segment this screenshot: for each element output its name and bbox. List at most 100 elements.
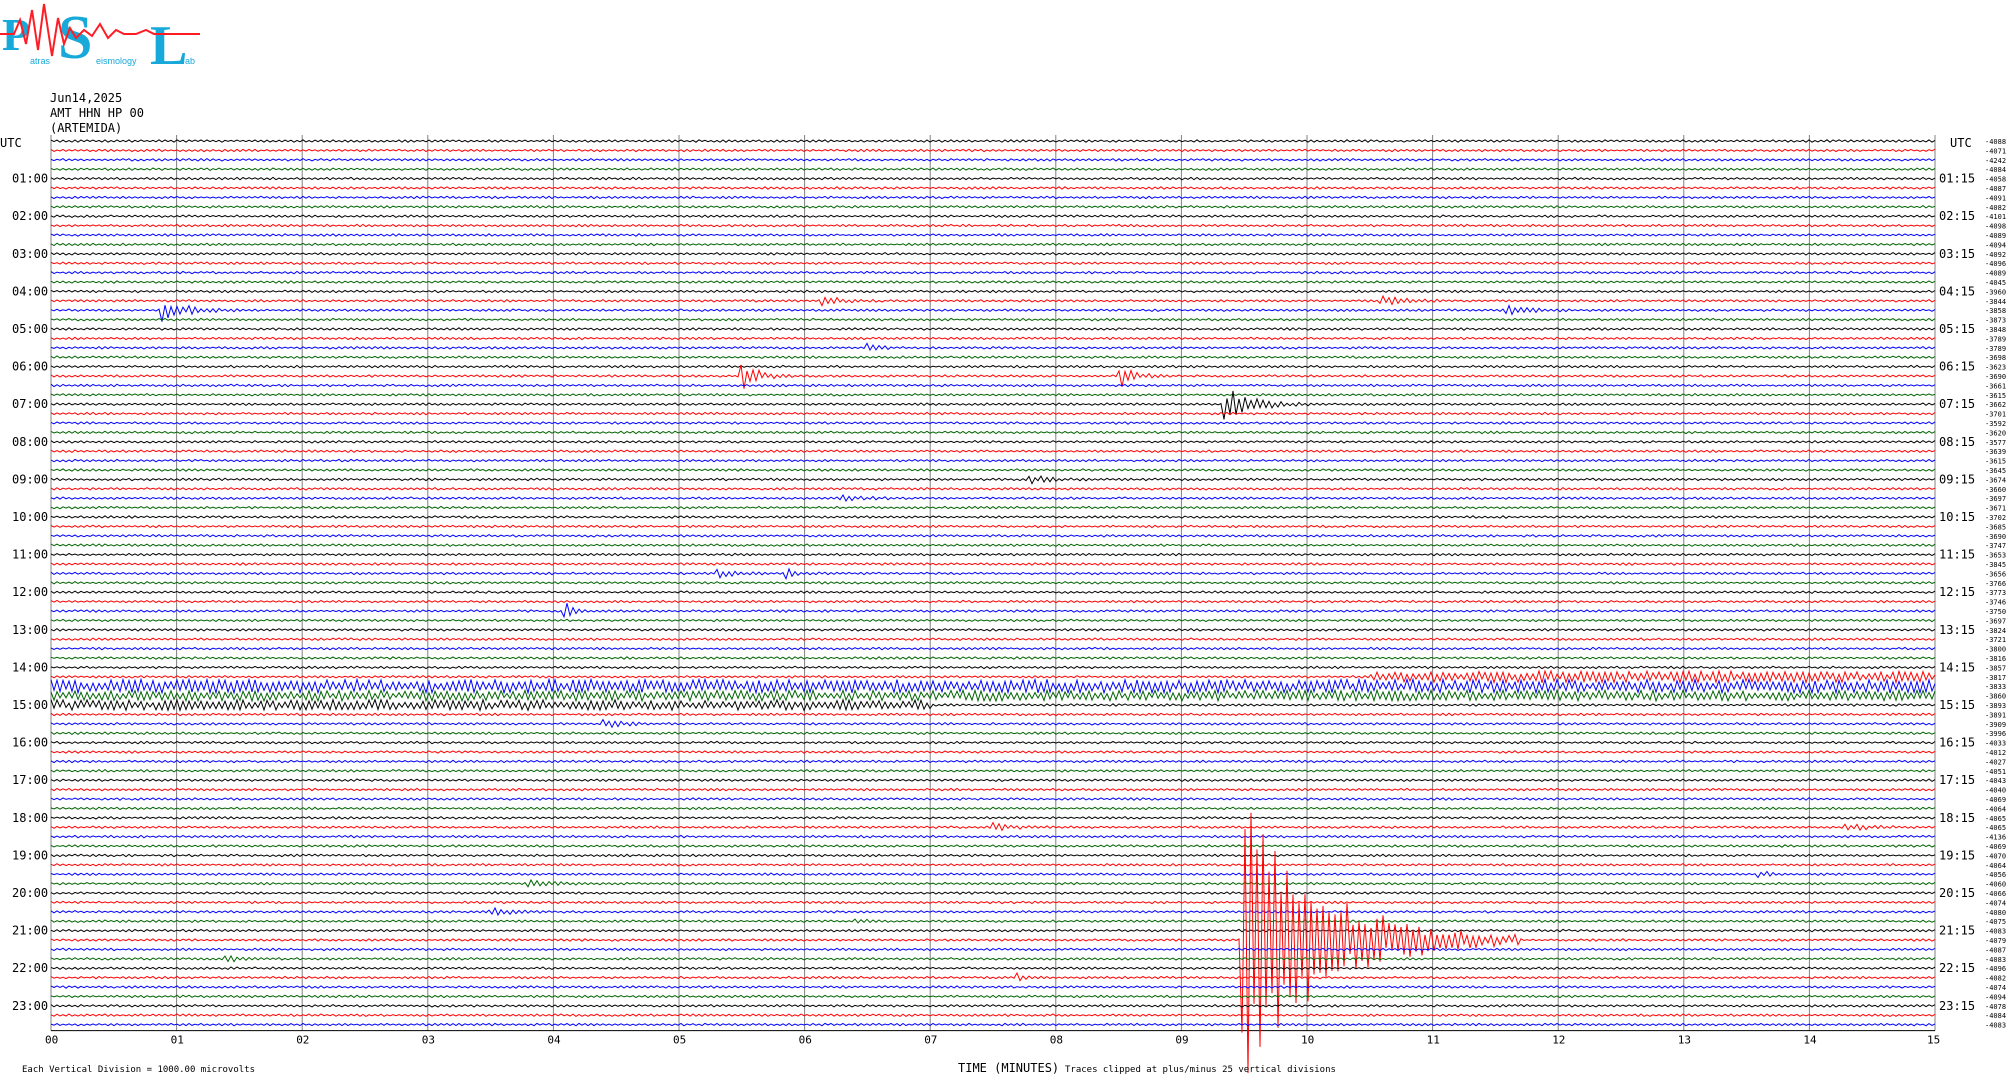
seismic-trace — [50, 304, 1936, 322]
trace-offset-label: -3824 — [1985, 627, 2006, 635]
seismic-trace — [50, 562, 1936, 566]
hour-label-right: 15:15 — [1939, 698, 1975, 712]
trace-offset-label: -4058 — [1985, 176, 2006, 184]
trace-offset-label: -3747 — [1985, 542, 2006, 550]
hour-labels-left: 01:00 02:00 03:00 04:00 05:00 06:00 07:00 08:00… — [12, 172, 48, 1013]
hour-label-left: 22:00 — [12, 961, 48, 975]
trace-offset-label: -3620 — [1985, 429, 2006, 437]
seismic-trace — [50, 261, 1936, 266]
seismic-trace — [50, 731, 1936, 736]
seismic-trace — [50, 985, 1936, 989]
trace-offset-label: -3750 — [1985, 608, 2006, 616]
seismic-trace — [50, 928, 1936, 933]
seismic-traces — [50, 139, 1936, 1074]
hour-label-right: 10:15 — [1939, 510, 1975, 524]
trace-offset-label: -4096 — [1985, 260, 2006, 268]
seismic-trace — [50, 994, 1936, 999]
seismic-trace — [50, 486, 1936, 491]
seismic-trace — [50, 797, 1936, 801]
utc-label-left: UTC — [0, 136, 22, 150]
header-site: (ARTEMIDA) — [50, 121, 122, 135]
trace-offset-label: -3721 — [1985, 636, 2006, 644]
trace-offset-label: -4065 — [1985, 815, 2006, 823]
hour-label-right: 02:15 — [1939, 209, 1975, 223]
hour-label-right: 19:15 — [1939, 848, 1975, 862]
trace-offset-label: -4040 — [1985, 787, 2006, 795]
seismic-trace — [50, 900, 1936, 905]
hour-label-right: 01:15 — [1939, 172, 1975, 186]
seismic-trace — [50, 853, 1936, 858]
seismic-trace — [50, 891, 1936, 895]
seismic-trace — [50, 718, 1936, 729]
seismic-trace — [50, 214, 1936, 219]
seismic-trace — [50, 176, 1936, 181]
trace-offset-label: -4074 — [1985, 899, 2006, 907]
seismic-trace — [50, 870, 1936, 879]
seismic-trace — [50, 947, 1936, 952]
footer-clip-note: Traces clipped at plus/minus 25 vertical… — [1065, 1065, 1336, 1075]
trace-offset-label: -3615 — [1985, 458, 2006, 466]
x-tick-label: 08 — [1050, 1034, 1063, 1047]
seismic-trace — [50, 1013, 1936, 1018]
seismic-trace — [50, 195, 1936, 200]
trace-offset-label: -4087 — [1985, 185, 2006, 193]
hour-label-right: 05:15 — [1939, 322, 1975, 336]
seismic-trace — [50, 646, 1936, 651]
trace-offset-label: -4066 — [1985, 890, 2006, 898]
seismic-trace — [50, 364, 1936, 369]
trace-offset-label: -4064 — [1985, 805, 2006, 813]
logo-subtext-ab: ab — [185, 56, 195, 66]
trace-offset-label: -3698 — [1985, 354, 2006, 362]
seismic-trace — [50, 342, 1936, 352]
seismic-trace — [50, 567, 1936, 581]
trace-offset-label: -4082 — [1985, 975, 2006, 983]
trace-offset-label: -4051 — [1985, 768, 2006, 776]
x-tick-label: 12 — [1552, 1034, 1565, 1047]
seismic-trace — [50, 355, 1936, 360]
trace-offset-label: -4027 — [1985, 758, 2006, 766]
trace-offset-label: -3656 — [1985, 570, 2006, 578]
hour-label-right: 23:15 — [1939, 999, 1975, 1013]
trace-offset-label: -3773 — [1985, 589, 2006, 597]
hour-label-left: 13:00 — [12, 623, 48, 637]
trace-offset-label: -3848 — [1985, 326, 2006, 334]
hour-label-right: 18:15 — [1939, 811, 1975, 825]
logo-subtext-atras: atras — [30, 56, 51, 66]
trace-offset-label: -3766 — [1985, 580, 2006, 588]
x-tick-label: 10 — [1301, 1034, 1314, 1047]
trace-offset-label: -3660 — [1985, 486, 2006, 494]
seismic-trace — [50, 280, 1936, 284]
seismic-trace — [50, 750, 1936, 754]
x-tick-label: 01 — [171, 1034, 184, 1047]
trace-offset-label: -3800 — [1985, 646, 2006, 654]
trace-offset-label: -3833 — [1985, 683, 2006, 691]
seismic-trace — [50, 677, 1936, 695]
seismic-trace — [50, 844, 1936, 848]
trace-offset-label: -4094 — [1985, 993, 2006, 1001]
seismic-trace — [50, 665, 1936, 670]
seismic-trace — [50, 364, 1936, 389]
x-tick-label: 14 — [1803, 1034, 1817, 1047]
trace-offset-label: -3845 — [1985, 561, 2006, 569]
hour-label-right: 04:15 — [1939, 284, 1975, 298]
footer-division-note: Each Vertical Division = 1000.00 microvo… — [22, 1065, 255, 1075]
hour-label-left: 08:00 — [12, 435, 48, 449]
hour-label-right: 20:15 — [1939, 886, 1975, 900]
x-tick-label: 15 — [1927, 1034, 1940, 1047]
seismic-trace — [50, 918, 1936, 924]
trace-offset-label: -3674 — [1985, 476, 2006, 484]
trace-offset-label: -4136 — [1985, 834, 2006, 842]
seismic-trace — [50, 599, 1936, 604]
seismic-trace — [50, 688, 1936, 703]
seismic-trace — [50, 637, 1936, 642]
trace-offset-label: -3873 — [1985, 317, 2006, 325]
seismic-trace — [50, 251, 1936, 256]
trace-offset-label: -4088 — [1985, 138, 2006, 146]
seismic-trace — [50, 862, 1936, 867]
header-block: Jun14,2025 AMT HHN HP 00 (ARTEMIDA) — [50, 91, 144, 135]
trace-offset-label: -4070 — [1985, 852, 2006, 860]
trace-offset-label: -3615 — [1985, 392, 2006, 400]
trace-offset-label: -4056 — [1985, 871, 2006, 879]
trace-offset-label: -4083 — [1985, 1022, 2006, 1030]
hour-label-left: 21:00 — [12, 924, 48, 938]
